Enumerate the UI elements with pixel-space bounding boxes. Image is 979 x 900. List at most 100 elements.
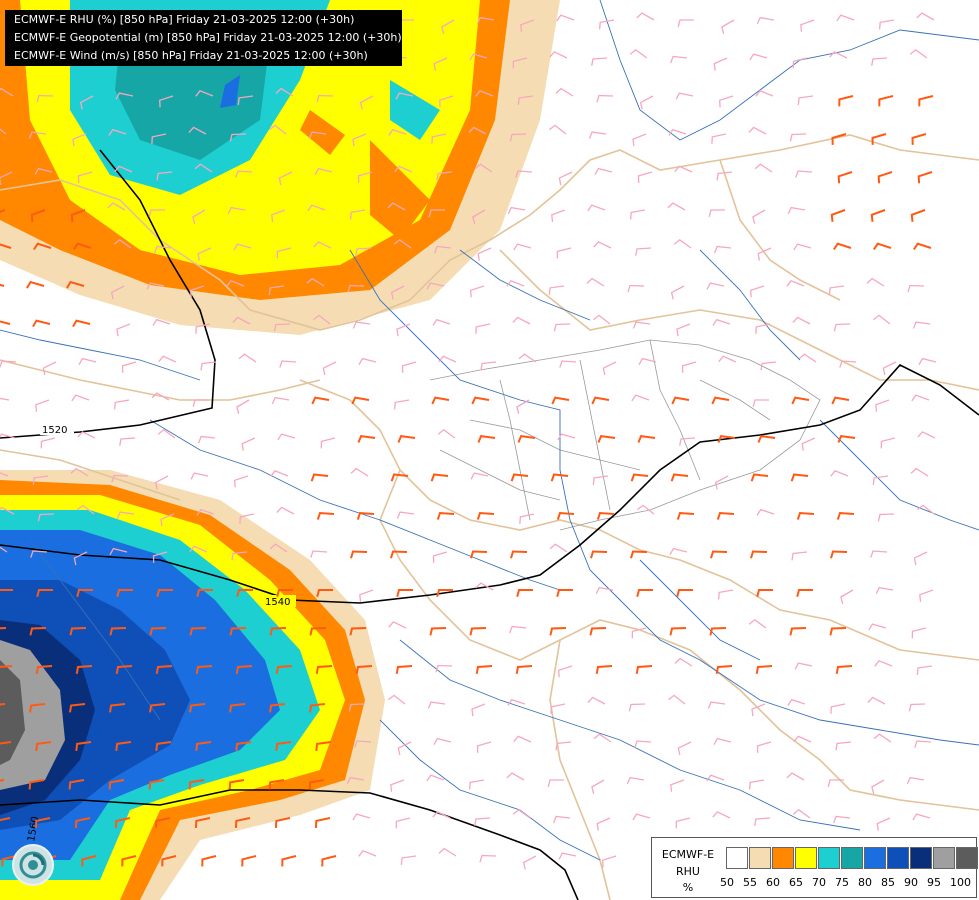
wind-barb <box>314 167 333 176</box>
wind-barb <box>911 133 927 145</box>
wind-barb <box>586 277 605 287</box>
legend-tick: 70 <box>812 876 826 889</box>
wind-barb <box>512 808 531 819</box>
wind-barb <box>111 474 129 483</box>
wind-barb <box>602 855 617 868</box>
wind-barb <box>910 467 929 477</box>
wind-barb <box>637 435 656 443</box>
wind-barb <box>236 399 250 414</box>
wind-barb <box>757 247 772 261</box>
wind-barb <box>677 741 692 756</box>
wind-barb <box>156 171 173 181</box>
wind-barb <box>400 855 417 865</box>
wind-barb <box>631 394 650 402</box>
wind-barb <box>558 852 577 860</box>
wind-barb <box>522 855 537 870</box>
wind-barb <box>508 625 527 634</box>
wind-barb <box>36 94 54 103</box>
wind-barb <box>635 665 653 674</box>
wind-barb <box>393 238 412 249</box>
wind-barb <box>717 435 736 443</box>
wind-barb <box>786 280 805 287</box>
wind-barb <box>716 171 733 181</box>
wind-barb <box>871 57 888 66</box>
legend-tick: 80 <box>858 876 872 889</box>
wind-barb <box>226 280 245 287</box>
wind-barb <box>471 703 486 717</box>
wind-barb <box>350 550 368 559</box>
wind-barb <box>32 319 51 328</box>
wind-barb <box>0 87 14 97</box>
wind-barb <box>235 665 253 674</box>
wind-barb <box>677 19 694 27</box>
wind-barb <box>628 703 646 712</box>
wind-barb <box>475 582 494 591</box>
wind-barb <box>433 57 448 71</box>
wind-barb <box>754 163 773 173</box>
wind-barb <box>792 316 811 325</box>
wind-barb <box>357 171 373 183</box>
wind-barb <box>0 397 10 401</box>
wind-barb <box>190 472 209 480</box>
wind-barb <box>428 209 445 217</box>
wind-barb <box>669 547 688 556</box>
wind-barb <box>475 665 493 674</box>
wind-barb <box>109 703 126 713</box>
wind-barb <box>190 285 205 298</box>
wind-barb <box>0 209 6 213</box>
wind-barb <box>636 589 653 598</box>
wind-barb <box>787 698 806 706</box>
rhu-south-area <box>0 470 385 900</box>
wind-barb <box>0 627 7 630</box>
wind-barb <box>432 551 448 563</box>
wind-barb <box>275 665 293 674</box>
wind-barb <box>839 360 857 368</box>
wind-barb <box>276 589 293 598</box>
wind-barb <box>156 589 173 598</box>
wind-barb <box>602 361 617 376</box>
wind-barb <box>913 242 932 251</box>
legend-swatch <box>749 847 771 869</box>
wind-barb <box>310 550 328 558</box>
wind-barb <box>28 131 47 139</box>
wind-barb <box>395 817 411 829</box>
legend-swatch <box>956 847 978 869</box>
wind-barb <box>913 551 928 566</box>
wind-barb <box>548 285 565 295</box>
wind-barb <box>831 133 847 145</box>
wind-barb <box>322 361 337 376</box>
wind-barb <box>669 55 688 64</box>
wind-barb <box>668 128 687 136</box>
wind-barb <box>873 733 892 743</box>
legend-variable-label: RHU <box>676 865 700 878</box>
wind-barb <box>877 171 893 184</box>
wind-barb <box>474 817 491 826</box>
wind-barb <box>0 472 9 477</box>
wind-barb <box>200 361 217 371</box>
legend-swatch <box>726 847 748 869</box>
wind-barb <box>441 19 455 34</box>
wind-barb <box>149 703 166 713</box>
wind-barb <box>278 171 293 186</box>
wind-barb <box>876 817 891 831</box>
wind-barb <box>469 53 488 61</box>
wind-barb <box>154 475 169 490</box>
wind-barb <box>639 95 654 110</box>
wind-barb <box>0 546 8 553</box>
wind-barb <box>313 241 332 249</box>
wind-barb <box>195 665 213 674</box>
wind-barb <box>552 815 571 824</box>
wind-barb <box>108 128 127 136</box>
isoline-labels: 1520 1540 1560 <box>26 423 296 843</box>
ecmwf-swirl-icon <box>12 844 54 886</box>
wind-barb <box>279 360 297 368</box>
wind-barb <box>506 280 525 287</box>
wind-barb <box>352 813 371 821</box>
wind-barb <box>229 703 246 713</box>
wind-barb <box>431 133 447 144</box>
wind-barb <box>596 94 614 103</box>
wind-barb <box>70 467 89 477</box>
wind-barb <box>148 779 165 790</box>
wind-barb <box>550 703 566 714</box>
